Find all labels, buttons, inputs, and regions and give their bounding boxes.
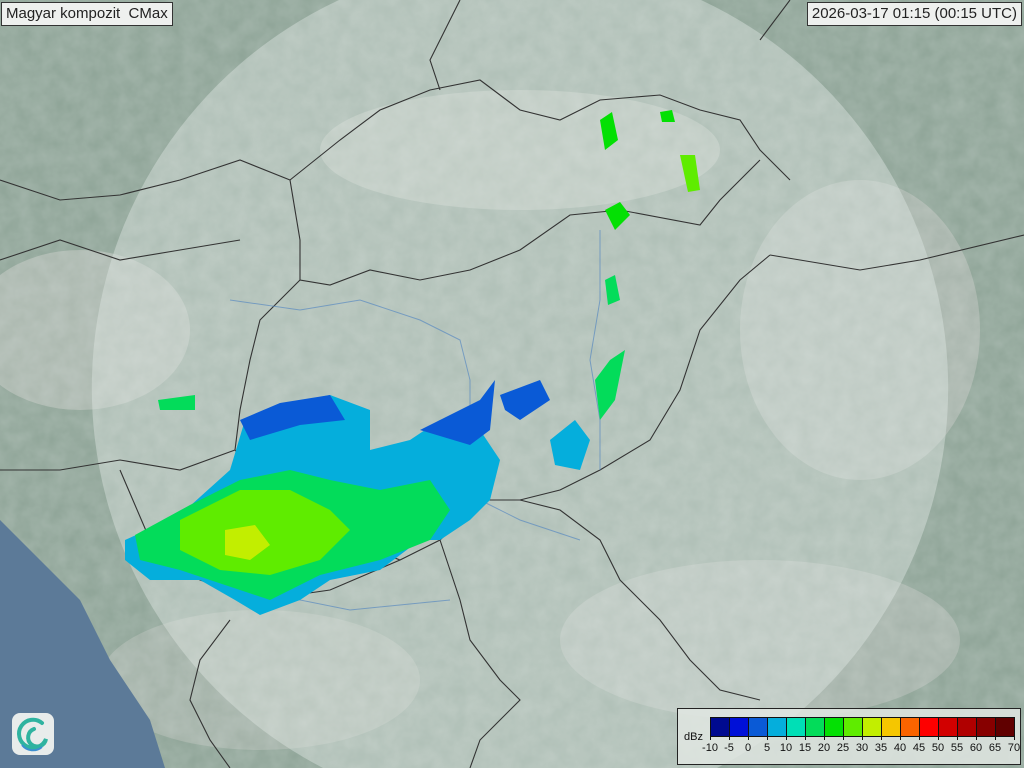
legend-swatch xyxy=(882,718,901,736)
legend-tick-label: 0 xyxy=(733,736,763,754)
legend-tick-label: 40 xyxy=(885,736,915,754)
legend-swatch xyxy=(901,718,920,736)
legend-swatch xyxy=(787,718,806,736)
legend-swatch xyxy=(844,718,863,736)
legend-tick-label: 25 xyxy=(828,736,858,754)
legend-unit: dBz xyxy=(684,731,703,743)
legend-tick-label: 70 xyxy=(999,736,1024,754)
legend-tick-text: 0 xyxy=(744,742,752,754)
legend-swatch xyxy=(768,718,787,736)
legend-tick-label: -5 xyxy=(714,736,744,754)
legend-tick-label: 35 xyxy=(866,736,896,754)
legend-tick-label: 20 xyxy=(809,736,839,754)
legend-color-bar xyxy=(710,717,1015,737)
legend-swatch xyxy=(749,718,768,736)
legend-ticks: -10 -5 0 5 10 15 20 25 30 35 40 45 50 55 60 65 70 xyxy=(702,736,1020,757)
legend-tick-label: 10 xyxy=(771,736,801,754)
color-legend: dBz -10 -5 0 5 10 15 20 25 30 35 40 45 50 55 60 65 70 xyxy=(677,708,1021,765)
legend-tick-label: 65 xyxy=(980,736,1010,754)
legend-tick-label: 55 xyxy=(942,736,972,754)
legend-swatch xyxy=(958,718,977,736)
legend-tick-text: 65 xyxy=(988,742,1002,754)
legend-tick-label: 50 xyxy=(923,736,953,754)
swirl-logo-icon xyxy=(12,713,54,755)
legend-tick-text: 20 xyxy=(817,742,831,754)
legend-tick-label: 5 xyxy=(752,736,782,754)
legend-swatch xyxy=(920,718,939,736)
legend-swatch xyxy=(939,718,958,736)
legend-tick-text: 10 xyxy=(779,742,793,754)
legend-tick-text: 30 xyxy=(855,742,869,754)
map-title: Magyar kompozit CMax xyxy=(1,2,173,26)
legend-swatch xyxy=(977,718,996,736)
legend-swatch xyxy=(730,718,749,736)
legend-tick-label: 45 xyxy=(904,736,934,754)
legend-tick-text: 45 xyxy=(912,742,926,754)
adriatic-sea xyxy=(0,520,165,768)
legend-tick-label: 60 xyxy=(961,736,991,754)
legend-tick-label: 15 xyxy=(790,736,820,754)
legend-tick-label: -10 xyxy=(695,736,725,754)
legend-tick-text: 70 xyxy=(1007,742,1021,754)
legend-swatch xyxy=(711,718,730,736)
legend-tick-text: 60 xyxy=(969,742,983,754)
legend-tick-text: 15 xyxy=(798,742,812,754)
radar-echoes xyxy=(125,110,700,615)
legend-tick-text: -5 xyxy=(724,742,734,754)
legend-tick-label: 30 xyxy=(847,736,877,754)
legend-tick-text: -10 xyxy=(702,742,718,754)
legend-swatch xyxy=(825,718,844,736)
legend-tick-text: 5 xyxy=(763,742,771,754)
legend-tick-text: 55 xyxy=(950,742,964,754)
legend-tick-text: 25 xyxy=(836,742,850,754)
legend-swatch xyxy=(996,718,1014,736)
legend-tick-text: 35 xyxy=(874,742,888,754)
legend-swatch xyxy=(806,718,825,736)
legend-swatch xyxy=(863,718,882,736)
legend-tick-text: 40 xyxy=(893,742,907,754)
legend-tick-text: 50 xyxy=(931,742,945,754)
timestamp: 2026-03-17 01:15 (00:15 UTC) xyxy=(806,2,1022,26)
